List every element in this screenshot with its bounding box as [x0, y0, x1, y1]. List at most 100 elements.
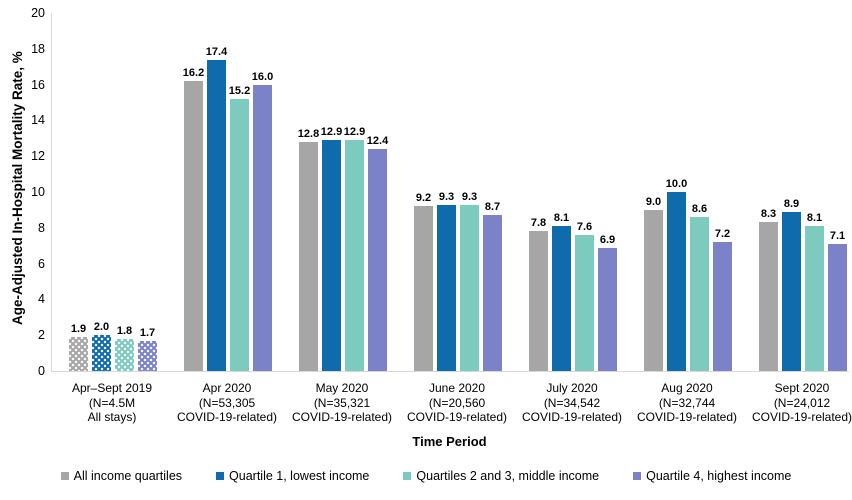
legend-swatch-icon — [216, 472, 225, 480]
bar-slot: 12.4 — [366, 13, 389, 371]
bar-slot: 8.6 — [690, 13, 709, 371]
legend-item: Quartile 4, highest income — [633, 469, 791, 483]
bar-slot: 10.0 — [666, 13, 687, 371]
value-label: 9.3 — [438, 190, 455, 203]
plot-area: 1.9 2.0 1.8 1.7 16.2 17.4 15.2 16.0 12.8 12.9 12.9… — [51, 13, 849, 372]
value-label: 7.1 — [829, 229, 846, 242]
x-category-label: May 2020 (N=35,321 COVID-19-related) — [276, 381, 408, 425]
bar-series-3 — [483, 215, 502, 371]
bar-slot: 7.1 — [828, 13, 847, 371]
value-label: 8.3 — [760, 208, 777, 221]
bar-series-2 — [575, 234, 594, 371]
x-category-label-line: June 2020 — [428, 381, 486, 395]
y-tick-label: 14 — [31, 113, 45, 128]
bar-series-3 — [253, 84, 272, 371]
x-category-label-line: (N=4.5M — [88, 395, 136, 410]
bar-series-2 — [345, 140, 364, 371]
bar-series-0 — [184, 81, 203, 371]
legend: All income quartiles Quartile 1, lowest i… — [0, 469, 852, 483]
value-label: 12.4 — [366, 135, 389, 148]
bar-series-1 — [552, 226, 571, 371]
bar-group: 16.2 17.4 15.2 16.0 — [182, 13, 274, 371]
bar-series-3 — [138, 340, 157, 371]
bar-slot: 8.1 — [805, 13, 824, 371]
value-label: 1.9 — [70, 323, 87, 335]
bar-series-0 — [69, 337, 88, 371]
x-category-label: July 2020 (N=34,542 COVID-19-related) — [506, 381, 638, 425]
legend-label: Quartile 4, highest income — [646, 469, 792, 483]
value-label: 7.6 — [576, 220, 593, 233]
bar-slot: 1.8 — [115, 13, 134, 371]
legend-label: Quartile 1, lowest income — [229, 469, 370, 483]
bar-slot: 8.3 — [759, 13, 778, 371]
value-label: 16.2 — [182, 67, 205, 80]
value-label: 1.7 — [139, 326, 156, 339]
x-category-label-line: (N=34,542 — [543, 395, 601, 410]
value-label: 8.1 — [806, 212, 823, 225]
x-category-label: Apr–Sept 2019 (N=4.5M All stays) — [46, 381, 178, 425]
x-category-label-line: Apr 2020 — [202, 381, 252, 395]
legend-item: Quartile 1, lowest income — [216, 469, 369, 483]
bar-slot: 7.6 — [575, 13, 594, 371]
value-label: 12.8 — [297, 127, 320, 140]
legend-swatch-icon — [60, 472, 69, 480]
y-tick-label: 10 — [31, 185, 45, 199]
value-label: 2.0 — [93, 321, 110, 334]
legend-swatch-icon — [633, 472, 642, 480]
bar-series-0 — [414, 206, 433, 371]
x-category-label: Apr 2020 (N=53,305 COVID-19-related) — [161, 381, 293, 425]
bar-series-1 — [782, 211, 801, 371]
value-label: 6.9 — [599, 233, 616, 246]
value-label: 8.7 — [484, 201, 501, 214]
bar-group: 1.9 2.0 1.8 1.7 — [69, 13, 157, 371]
bar-series-1 — [667, 192, 686, 371]
bar-series-0 — [299, 141, 318, 371]
bar-slot: 8.9 — [782, 13, 801, 371]
bar-group: 7.8 8.1 7.6 6.9 — [529, 13, 617, 371]
bar-slot: 1.9 — [69, 13, 88, 371]
bar-series-3 — [713, 242, 732, 371]
y-tick-label: 16 — [31, 77, 45, 92]
x-category-label-line: (N=53,305 — [198, 395, 256, 410]
bar-slot: 8.1 — [552, 13, 571, 371]
bar-group: 8.3 8.9 8.1 7.1 — [759, 13, 847, 371]
legend-item: Quartiles 2 and 3, middle income — [403, 469, 599, 483]
bar-slot: 8.7 — [483, 13, 502, 371]
value-label: 12.9 — [343, 126, 366, 139]
bar-slot: 7.2 — [713, 13, 732, 371]
legend-label: All income quartiles — [73, 469, 183, 483]
y-tick-label: 0 — [38, 364, 45, 378]
bar-series-1 — [92, 335, 111, 371]
bar-slot: 7.8 — [529, 13, 548, 371]
x-category-label-line: July 2020 — [546, 381, 598, 395]
x-category-label-line: COVID-19-related) — [176, 410, 278, 424]
x-category-label-line: COVID-19-related) — [291, 410, 393, 424]
value-label: 9.2 — [415, 192, 432, 205]
value-label: 8.9 — [783, 197, 800, 210]
bar-slot: 15.2 — [229, 13, 250, 371]
bar-slot: 1.7 — [138, 13, 157, 371]
bar-group: 9.2 9.3 9.3 8.7 — [414, 13, 502, 371]
bar-slot: 17.4 — [206, 13, 227, 371]
legend-label: Quartiles 2 and 3, middle income — [416, 469, 600, 483]
bar-slot: 16.0 — [251, 13, 274, 371]
x-category-label-line: All stays) — [87, 410, 137, 424]
x-axis-title: Time Period — [412, 434, 487, 449]
value-label: 8.1 — [553, 212, 570, 225]
bar-series-2 — [805, 226, 824, 371]
value-label: 7.2 — [714, 228, 731, 241]
value-label: 9.0 — [645, 195, 662, 208]
x-category-label-line: COVID-19-related) — [521, 410, 623, 424]
x-category-label-line: May 2020 — [315, 381, 369, 395]
x-category-label-line: COVID-19-related) — [636, 410, 738, 424]
x-category-label: Aug 2020 (N=32,744 COVID-19-related) — [621, 381, 753, 425]
bar-slot: 9.3 — [437, 13, 456, 371]
x-category-label-line: Sept 2020 — [774, 381, 830, 395]
y-tick-label: 4 — [38, 292, 45, 307]
bar-slot: 9.3 — [460, 13, 479, 371]
value-label: 16.0 — [251, 70, 274, 83]
bar-series-2 — [690, 217, 709, 371]
y-tick-label: 6 — [38, 256, 45, 271]
bar-series-2 — [460, 204, 479, 371]
x-category-label-line: (N=20,560 — [428, 395, 486, 410]
